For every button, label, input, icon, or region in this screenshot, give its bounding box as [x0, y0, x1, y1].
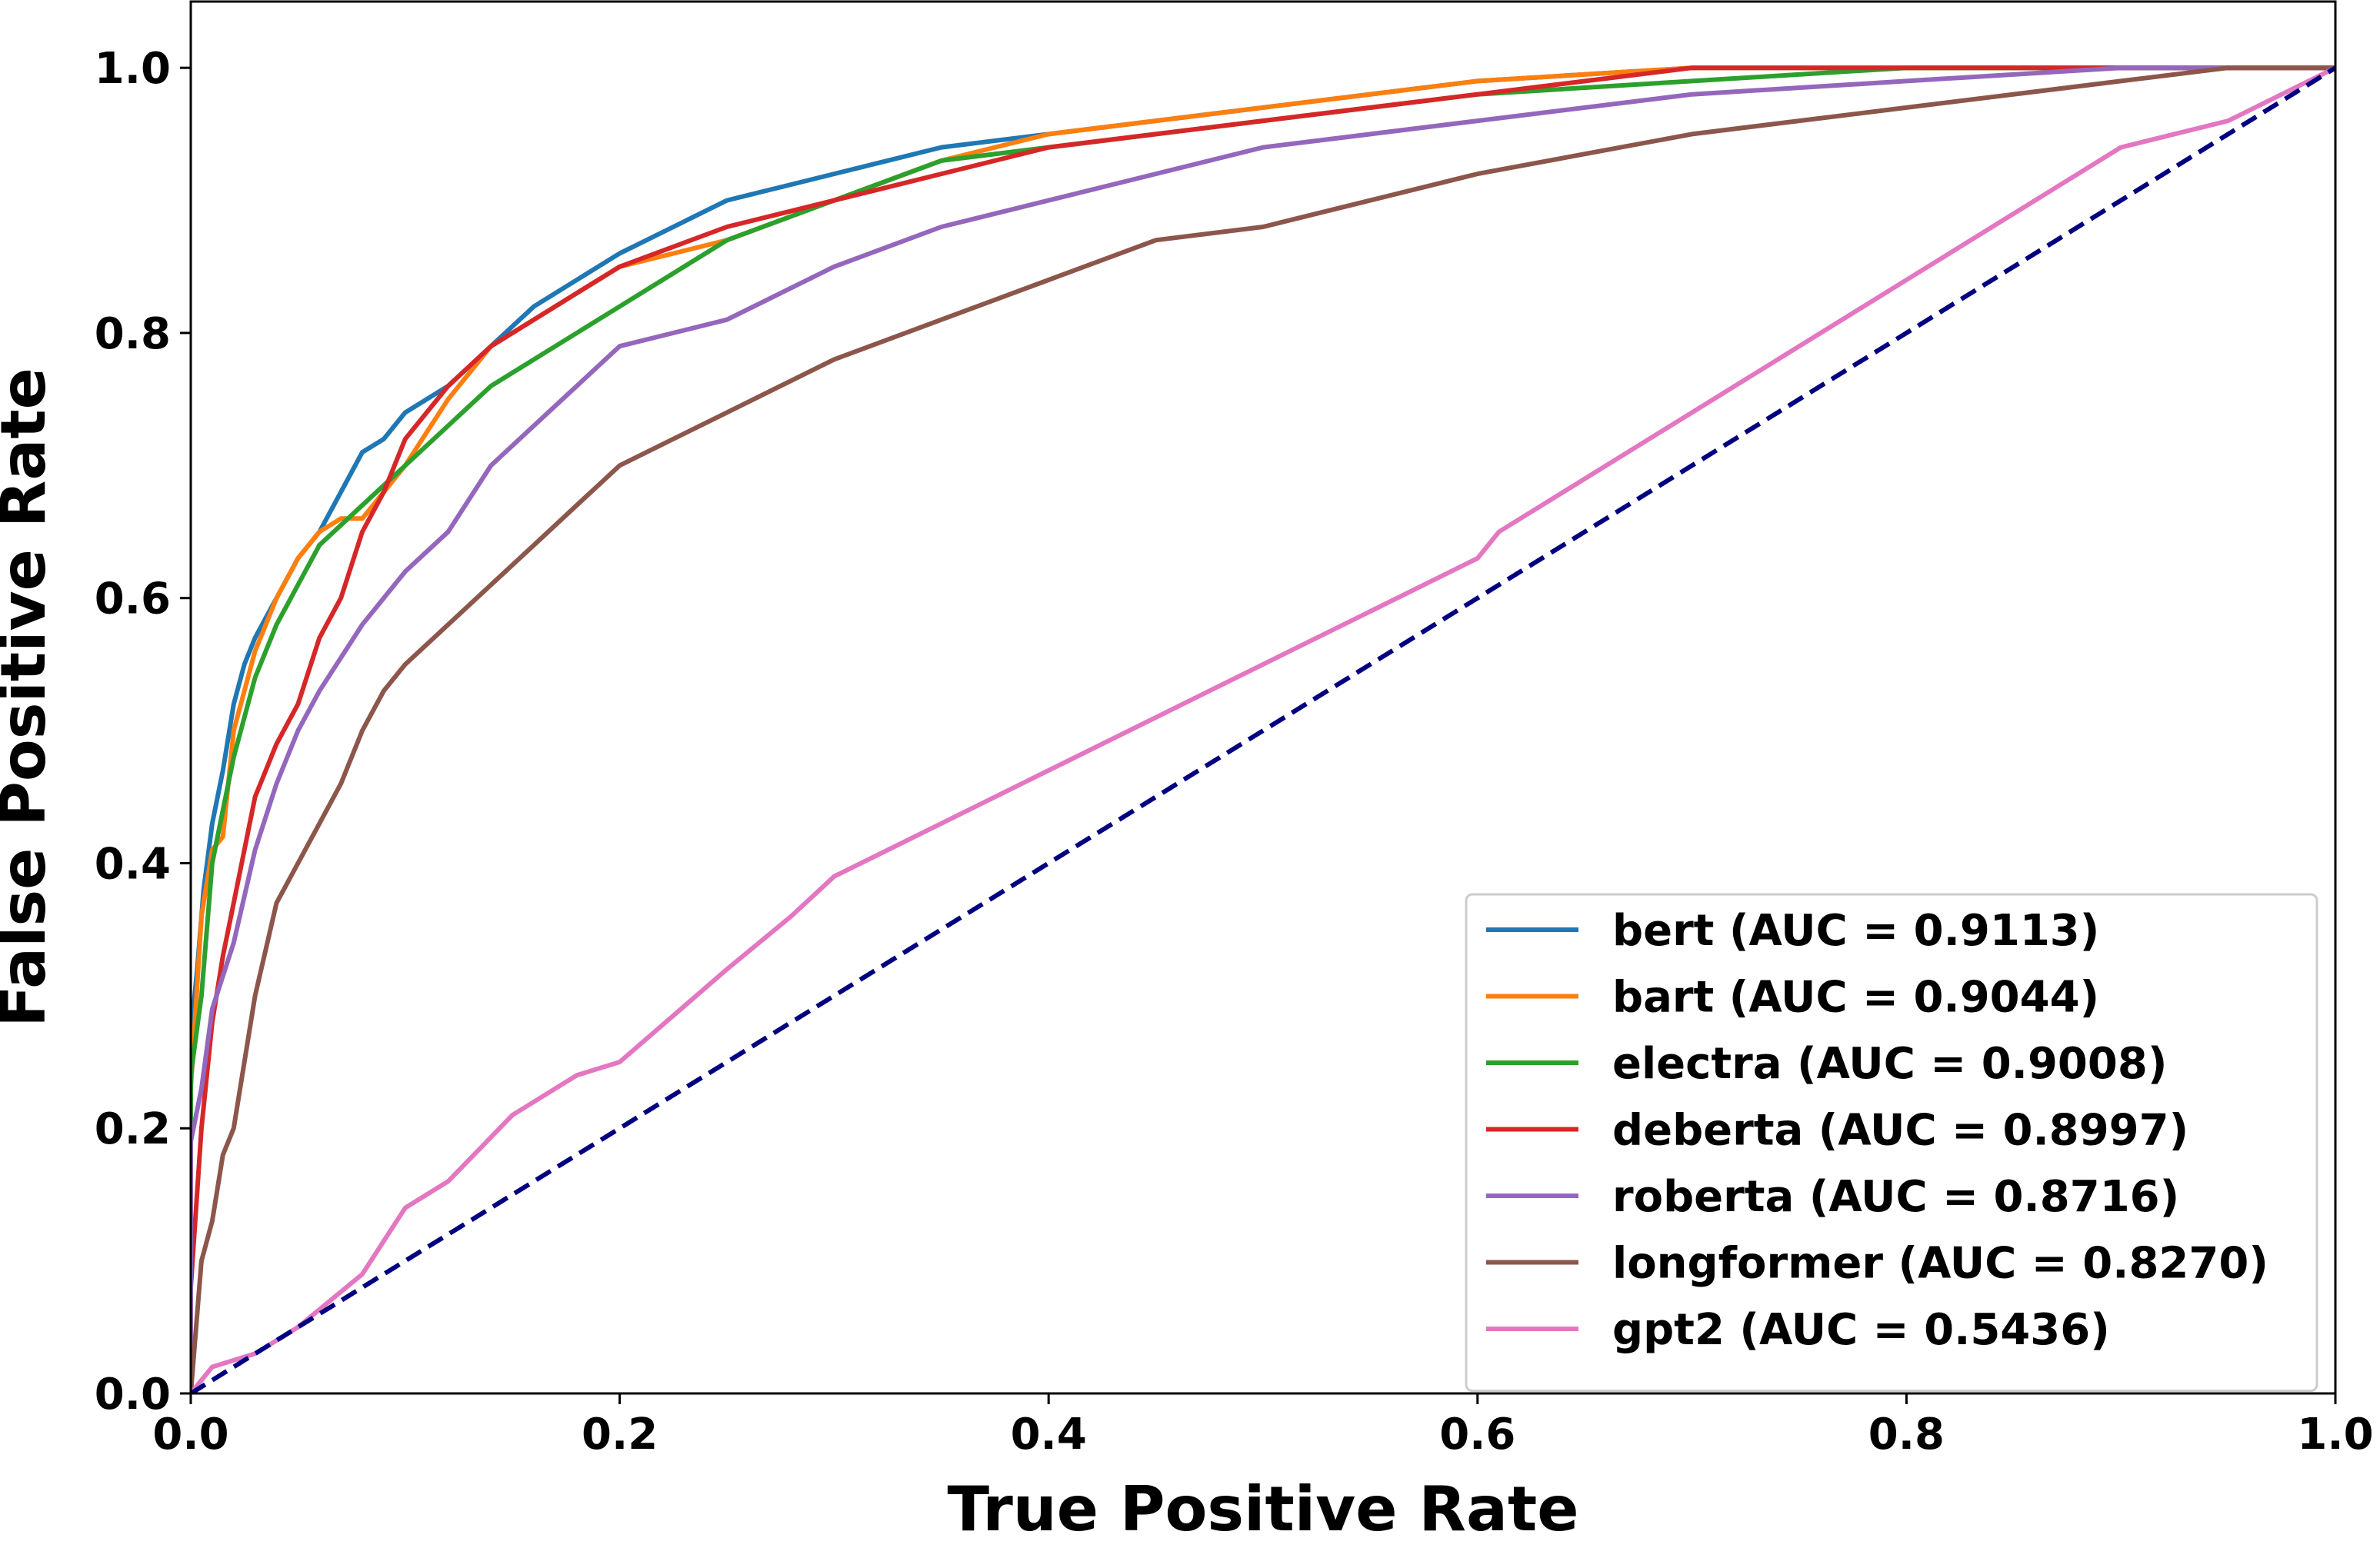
- series-group: [191, 65, 2335, 1393]
- legend-label-longformer: longformer (AUC = 0.8270): [1612, 1239, 2268, 1289]
- legend-label-electra: electra (AUC = 0.9008): [1612, 1039, 2167, 1089]
- y-tick-label: 1.0: [95, 44, 171, 94]
- x-tick-label: 0.8: [1868, 1410, 1945, 1460]
- legend-box: [1465, 893, 2318, 1392]
- legend-label-bart: bart (AUC = 0.9044): [1612, 973, 2099, 1023]
- series-line-longformer: [191, 65, 2335, 1393]
- series-line-roberta: [191, 65, 2335, 1393]
- series-line-deberta: [191, 65, 2335, 1393]
- x-tick-label: 0.2: [582, 1410, 658, 1460]
- y-tick-label: 0.4: [95, 839, 171, 889]
- series-line-bart: [191, 65, 2335, 1393]
- y-tick-label: 0.8: [95, 309, 171, 359]
- x-axis-label: True Positive Rate: [948, 1473, 1579, 1545]
- y-tick-label: 0.6: [95, 574, 171, 624]
- legend-label-bert: bert (AUC = 0.9113): [1612, 906, 2099, 956]
- axes: 0.0 0.2 0.4 0.6 0.8 1.0 0.0 0.2 0.4 0.6 0.8 1.0: [95, 0, 2374, 1460]
- y-tick-label: 0.2: [95, 1104, 171, 1154]
- plot-area: [191, 65, 2335, 1393]
- legend-label-roberta: roberta (AUC = 0.8716): [1612, 1172, 2179, 1222]
- x-tick-label: 1.0: [2297, 1410, 2373, 1460]
- legend: bert (AUC = 0.9113) bart (AUC = 0.9044) el…: [1465, 893, 2318, 1392]
- plot-frame: [189, 0, 2337, 1395]
- y-axis-label: False Positive Rate: [0, 368, 59, 1027]
- chance-diagonal-line: [191, 65, 2335, 1393]
- x-tick-label: 0.4: [1011, 1410, 1087, 1460]
- legend-label-deberta: deberta (AUC = 0.8997): [1612, 1106, 2188, 1156]
- y-tick-label: 0.0: [95, 1370, 171, 1420]
- x-tick-label: 0.6: [1439, 1410, 1515, 1460]
- legend-label-gpt2: gpt2 (AUC = 0.5436): [1612, 1305, 2110, 1355]
- x-tick-label: 0.0: [152, 1410, 228, 1460]
